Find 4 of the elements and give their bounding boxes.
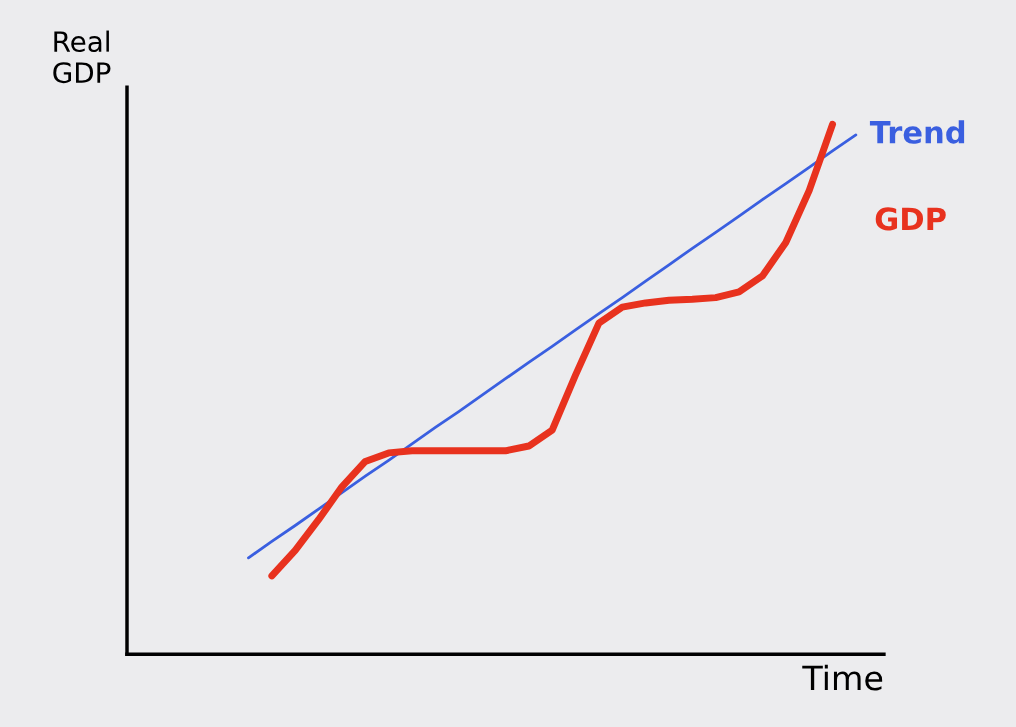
x-axis-title: Time <box>802 664 883 691</box>
y-axis-title: Real GDP <box>53 30 111 84</box>
text: GDP <box>875 207 946 231</box>
series-label: Trend <box>869 120 965 144</box>
